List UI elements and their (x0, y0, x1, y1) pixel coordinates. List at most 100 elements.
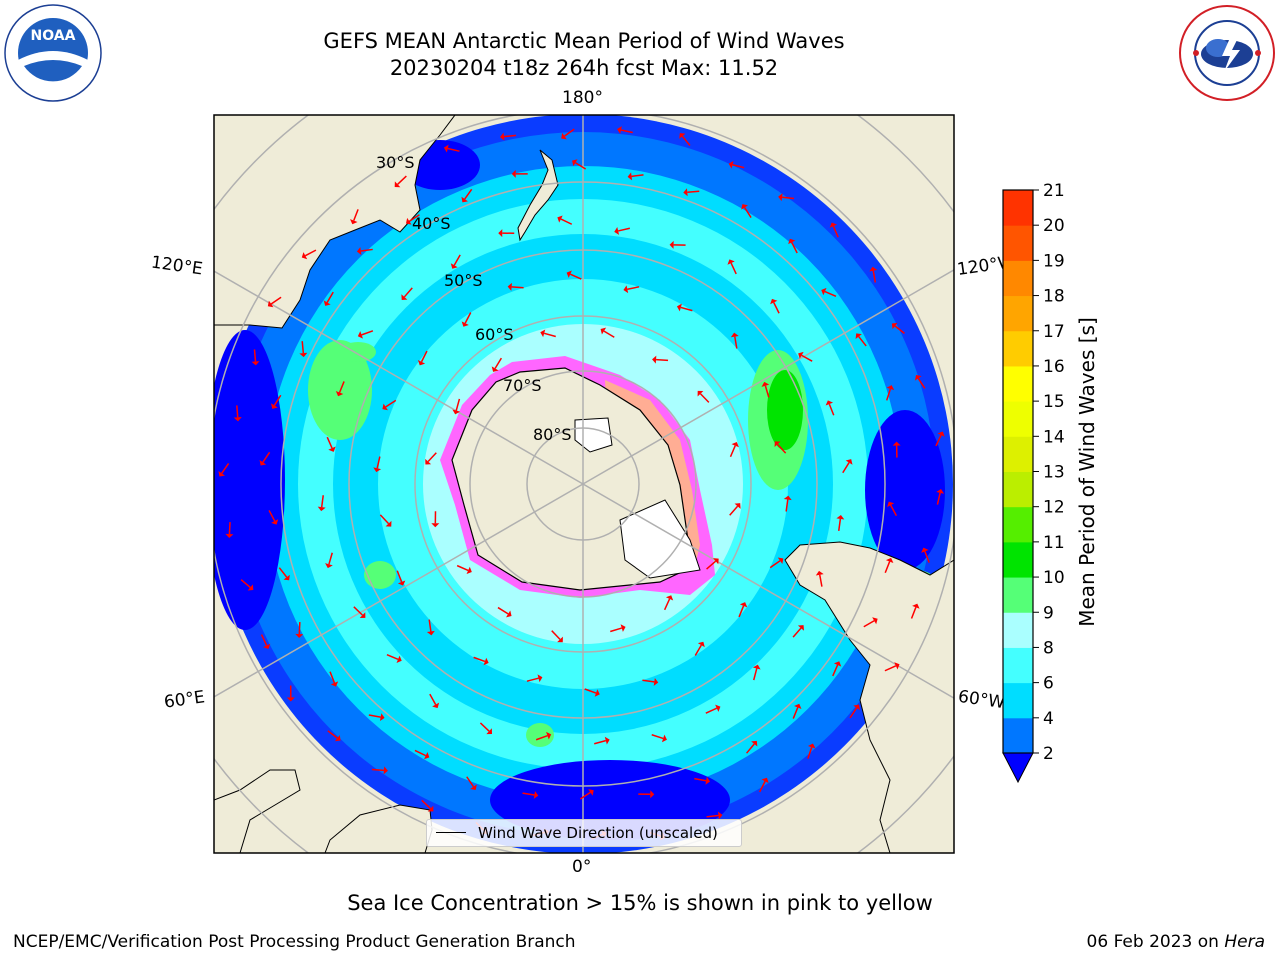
wave-direction-arrow-head (401, 294, 408, 300)
wave-direction-arrow-shaft (473, 656, 486, 663)
wave-direction-arrow-head (788, 238, 796, 245)
wave-direction-arrow-head (727, 259, 735, 265)
wave-direction-arrow-shaft (681, 135, 691, 146)
wave-direction-arrow-shaft (680, 306, 693, 312)
wave-direction-arrow-shaft (511, 286, 524, 289)
colorbar: 2 4 6 8 9 10 11 12 13 14 15 16 17 18 19 20 21 (1002, 181, 1065, 784)
wave-direction-arrow-shaft (884, 561, 891, 574)
wave-direction-arrow-shaft (236, 405, 239, 418)
wave-direction-arrow-head (271, 519, 279, 525)
wave-direction-arrow-head (730, 332, 739, 338)
wave-direction-arrow-head (247, 584, 254, 591)
wave-direction-arrow-shaft (326, 291, 334, 303)
wave-direction-arrow-shaft (738, 605, 745, 618)
wave-direction-arrow-shaft (428, 619, 432, 632)
wave-direction-arrow-head (427, 805, 434, 812)
wave-direction-arrow-shaft (694, 644, 702, 656)
wave-direction-arrow-shaft (327, 730, 338, 739)
wave-direction-arrow-head (267, 300, 274, 308)
lon-label-180: 180° (562, 88, 603, 108)
wave-direction-arrow-head (683, 188, 688, 197)
colorbar-tick-label: 12 (1043, 498, 1065, 518)
wave-direction-arrow-head (259, 459, 267, 466)
wave-direction-arrow-head (669, 240, 674, 249)
wave-direction-arrow-shaft (278, 567, 288, 578)
wave-direction-arrow-shaft (889, 504, 898, 517)
wave-direction-arrow-shaft (427, 452, 437, 463)
wave-direction-arrow-head (887, 501, 895, 508)
wave-direction-arrow-shaft (894, 325, 905, 334)
wave-direction-arrow-shaft (253, 349, 257, 362)
wave-direction-arrow-shaft (397, 175, 407, 185)
wave-direction-arrow-shaft (579, 791, 591, 800)
wave-direction-arrow-head (912, 603, 920, 609)
wave-direction-arrow-head (797, 625, 804, 631)
wave-direction-arrow-head (855, 333, 862, 340)
lat-label-70s: 70°S (503, 376, 542, 395)
colorbar-tick-label: 4 (1043, 709, 1054, 729)
wave-direction-arrow-head (734, 503, 741, 509)
wave-direction-arrow-shaft (785, 499, 789, 512)
wave-direction-arrow-shaft (221, 463, 230, 474)
wave-direction-arrow-shaft (361, 330, 374, 336)
wave-direction-arrow-shaft (329, 671, 336, 684)
colorbar-tick-label: 6 (1043, 674, 1054, 694)
wave-direction-arrow-head (486, 728, 492, 735)
wave-direction-arrow-head (425, 458, 432, 465)
wave-direction-arrow-shaft (414, 749, 427, 757)
wave-direction-arrow-head (676, 303, 682, 312)
noaa-logo: NOAA (4, 4, 102, 102)
wave-direction-arrow-head (356, 247, 362, 255)
colorbar-label: Mean Period of Wind Waves [s] (1075, 317, 1099, 627)
wave-direction-arrow-head (825, 400, 834, 406)
wave-direction-arrow-shaft (858, 336, 867, 347)
wave-direction-arrow-head (500, 132, 505, 141)
wave-direction-arrow-shaft (801, 354, 813, 362)
wave-direction-arrow-shaft (917, 377, 926, 389)
wave-direction-arrow-head (511, 169, 516, 178)
colorbar-tick-label: 19 (1043, 251, 1065, 271)
lat-label-50s: 50°S (444, 271, 483, 290)
wave-direction-arrow-head (537, 674, 543, 683)
wave-direction-arrow-head (829, 222, 837, 228)
colorbar-segment (1003, 190, 1033, 226)
wave-direction-arrow-head (483, 657, 489, 666)
colorbar-tick-label: 21 (1043, 181, 1065, 201)
wave-direction-arrow-head (317, 506, 326, 512)
wave-direction-arrow-shaft (403, 287, 413, 298)
wave-direction-arrow-shaft (270, 296, 282, 305)
wave-direction-arrow-shaft (273, 394, 282, 406)
chart-subtitle: 20230204 t18z 264h fcst Max: 11.52 (389, 56, 779, 80)
colorbar-tick-label: 15 (1043, 392, 1065, 412)
wave-direction-arrow-shaft (758, 780, 766, 793)
footer-date-text: 06 Feb 2023 on (1086, 932, 1219, 952)
lat-label-60s: 60°S (475, 325, 514, 344)
wave-direction-arrow-shaft (575, 162, 587, 170)
wave-direction-arrow-shaft (663, 598, 671, 611)
wave-direction-arrow-shaft (298, 621, 301, 635)
sea-ice-note: Sea Ice Concentration > 15% is shown in … (347, 891, 933, 915)
wave-direction-arrow-shaft (832, 225, 839, 238)
wave-direction-arrow-head (443, 144, 449, 153)
wave-direction-arrow-shaft (642, 679, 655, 683)
wave-direction-arrow-shaft (792, 707, 799, 719)
wave-direction-arrow-head (566, 270, 572, 278)
wave-direction-arrow-shaft (849, 707, 858, 719)
wave-direction-arrow-head (697, 390, 704, 397)
wave-direction-arrow-head (665, 595, 674, 601)
wave-direction-arrow-head (588, 789, 594, 796)
wave-direction-arrow-head (617, 126, 622, 134)
wave-direction-arrow-shaft (326, 436, 333, 449)
wave-direction-arrow-head (761, 777, 769, 784)
wave-direction-arrow-head (498, 229, 503, 238)
wave-direction-arrow-head (833, 661, 842, 667)
wave-direction-arrow-shaft (782, 196, 795, 200)
wave-direction-arrow-head (432, 702, 440, 709)
wave-direction-arrow-head (359, 612, 366, 619)
colorbar-segment (1003, 365, 1033, 402)
wave-direction-arrow-head (506, 610, 512, 618)
colorbar-segment (1003, 717, 1033, 754)
wave-direction-arrow-head (373, 467, 382, 473)
footer-credit: NCEP/EMC/Verification Post Processing Pr… (13, 932, 576, 952)
